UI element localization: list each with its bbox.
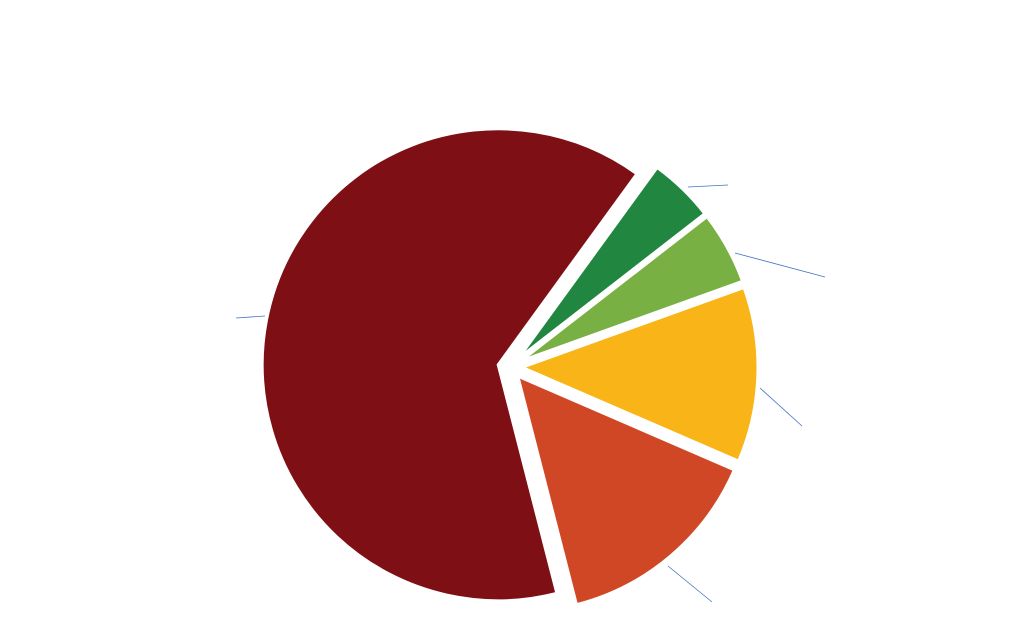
leader-line xyxy=(667,565,713,603)
pie-slice xyxy=(519,214,745,363)
pie-slice xyxy=(517,285,760,464)
leader-lines xyxy=(235,184,826,603)
leader-line xyxy=(759,387,803,427)
leader-line xyxy=(734,252,826,278)
pie-slice xyxy=(517,165,707,360)
leader-line xyxy=(235,315,266,319)
leader-line xyxy=(687,184,729,188)
pie-slice xyxy=(515,373,737,607)
pie-slice xyxy=(260,127,640,603)
